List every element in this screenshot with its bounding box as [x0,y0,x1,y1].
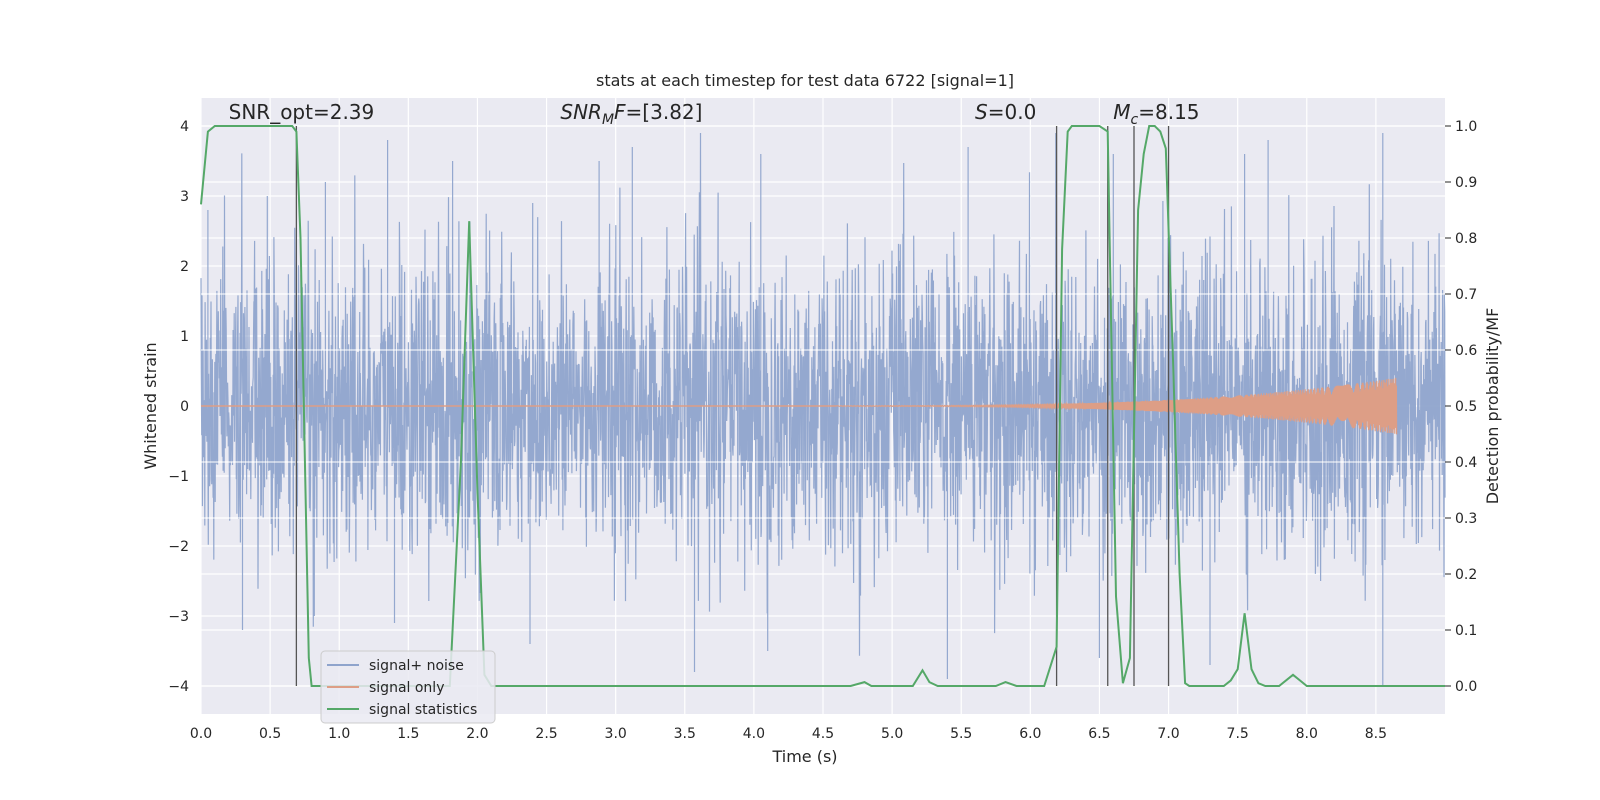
y-tick-label: 1 [180,329,189,345]
annotation-text: SNRMF=[3.82] [560,100,702,128]
x-tick-label: 3.5 [674,726,696,742]
x-tick-label: 2.0 [466,726,488,742]
y2-tick-label: 1.0 [1455,119,1477,135]
x-tick-label: 4.0 [743,726,765,742]
x-tick-label: 5.0 [881,726,903,742]
x-tick-label: 8.5 [1365,726,1387,742]
y-tick-label: 0 [180,399,189,415]
x-tick-label: 7.5 [1227,726,1249,742]
y2-tick-label: 0.1 [1455,623,1477,639]
x-tick-label: 1.5 [397,726,419,742]
x-tick-label: 0.5 [259,726,281,742]
y-tick-label: 3 [180,189,189,205]
y-tick-label: −3 [168,609,189,625]
y-tick-label: −1 [168,469,189,485]
legend-label: signal only [369,680,444,696]
x-tick-label: 2.5 [535,726,557,742]
y2-tick-label: 0.4 [1455,455,1477,471]
x-tick-label: 5.5 [950,726,972,742]
annotation-text: SNR_opt=2.39 [229,100,375,124]
y2-axis-label: Detection probability/MF [1483,308,1502,505]
x-tick-label: 6.0 [1019,726,1041,742]
chart-title: stats at each timestep for test data 672… [596,71,1014,90]
legend-box [320,650,496,724]
y-tick-label: −4 [168,679,189,695]
x-tick-label: 7.0 [1157,726,1179,742]
plot-area [200,98,1446,714]
y2-tick-label: 0.8 [1455,231,1477,247]
y-axis-label: Whitened strain [141,342,160,469]
series-signal-noise [200,132,1446,686]
x-tick-label: 1.0 [328,726,350,742]
series-signal-only [836,377,1398,435]
x-tick-label: 8.0 [1296,726,1318,742]
x-axis: 0.0 0.5 1.0 1.5 2.0 2.5 3.0 3.5 4.0 4.5 5.0 5.5 6.0 6… [190,726,1387,742]
x-tick-label: 0.0 [190,726,212,742]
y-axis-left: −4 −3 −2 −1 0 1 2 3 4 [168,119,189,695]
y-tick-label: 4 [180,119,189,135]
x-tick-label: 6.5 [1088,726,1110,742]
annotations: SNR_opt=2.39 SNRMF=[3.82] S=0.0 Mc=8.15 [229,100,1200,128]
y2-tick-label: 0.9 [1455,175,1477,191]
y2-tick-label: 0.5 [1455,399,1477,415]
y2-tick-label: 0.6 [1455,343,1477,359]
y-tick-label: −2 [168,539,189,555]
x-tick-label: 3.0 [605,726,627,742]
y2-tick-label: 0.3 [1455,511,1477,527]
y2-tick-label: 0.2 [1455,567,1477,583]
legend-label: signal statistics [369,702,477,718]
annotation-text: Mc=8.15 [1113,100,1199,128]
y2-tick-label: 0.0 [1455,679,1477,695]
annotation-text: S=0.0 [975,100,1036,124]
y-axis-right: 0.0 0.1 0.2 0.3 0.4 0.5 0.6 0.7 0.8 0.9 1.0 [1445,119,1477,695]
y-tick-label: 2 [180,259,189,275]
x-axis-label: Time (s) [771,747,837,766]
y2-tick-label: 0.7 [1455,287,1477,303]
x-tick-label: 4.5 [812,726,834,742]
legend: signal+ noise signal only signal statistic… [320,650,496,724]
legend-label: signal+ noise [369,658,464,674]
